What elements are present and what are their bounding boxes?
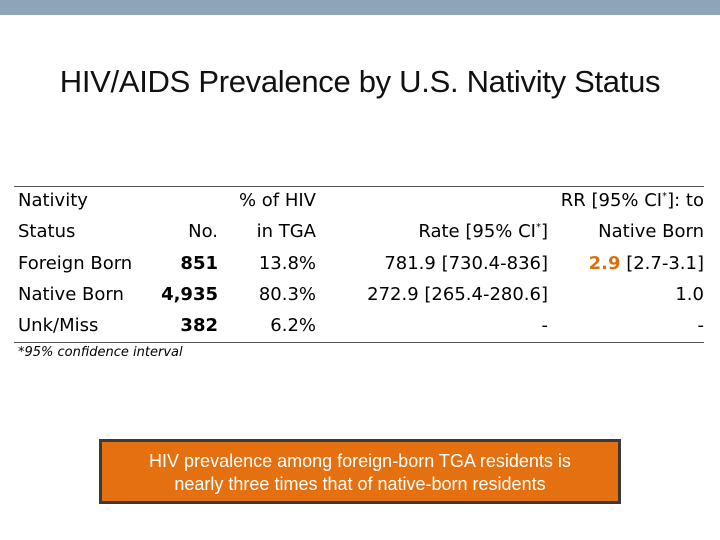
row-status-foreign-born: Foreign Born <box>18 253 133 274</box>
top-accent-bar <box>0 0 720 15</box>
header-rate: Rate [95% CI*] <box>418 216 548 247</box>
header-rate-prefix: Rate [95% CI <box>418 221 536 242</box>
row-rr-native-born: 1.0 <box>675 284 704 305</box>
callout-box: HIV prevalence among foreign-born TGA re… <box>99 439 621 504</box>
table-footnote: *95% confidence interval <box>18 345 183 360</box>
callout-line1: HIV prevalence among foreign-born TGA re… <box>149 451 571 471</box>
row-no-foreign-born: 851 <box>180 253 218 274</box>
header-no: No. <box>188 221 218 242</box>
header-rr: RR [95% CI*]: to <box>561 185 704 216</box>
rr-highlight-value: 2.9 <box>588 253 621 274</box>
row-status-native-born: Native Born <box>18 284 124 305</box>
callout-line2: nearly three times that of native-born r… <box>174 474 546 494</box>
header-status: Status <box>18 221 76 242</box>
header-nativity: Nativity <box>18 190 88 211</box>
row-no-unk-miss: 382 <box>180 315 218 336</box>
header-rr-sup: * <box>662 191 668 202</box>
row-pct-unk-miss: 6.2% <box>270 315 316 336</box>
row-status-unk-miss: Unk/Miss <box>18 315 99 336</box>
row-pct-foreign-born: 13.8% <box>258 253 316 274</box>
header-rr-suffix: ]: to <box>667 190 704 211</box>
row-rate-native-born: 272.9 [265.4-280.6] <box>367 284 548 305</box>
row-rr-foreign-born: 2.9 [2.7-3.1] <box>589 248 704 279</box>
row-rate-unk-miss: - <box>541 315 549 336</box>
header-pct-line1: % of HIV <box>238 190 316 211</box>
row-rate-foreign-born: 781.9 [730.4-836] <box>384 253 548 274</box>
row-no-native-born: 4,935 <box>161 284 218 305</box>
row-rr-unk-miss: - <box>697 315 705 336</box>
table-bottom-rule <box>14 342 704 343</box>
header-rr-prefix: RR [95% CI <box>560 190 663 211</box>
table-top-rule <box>14 186 704 187</box>
row-pct-native-born: 80.3% <box>258 284 316 305</box>
header-rate-sup: * <box>535 222 541 233</box>
header-rate-suffix: ] <box>540 221 548 242</box>
rr-ci: [2.7-3.1] <box>620 253 704 274</box>
slide-title: HIV/AIDS Prevalence by U.S. Nativity Sta… <box>59 64 661 99</box>
header-rr-line2: Native Born <box>598 221 704 242</box>
header-pct-line2: in TGA <box>256 221 316 242</box>
